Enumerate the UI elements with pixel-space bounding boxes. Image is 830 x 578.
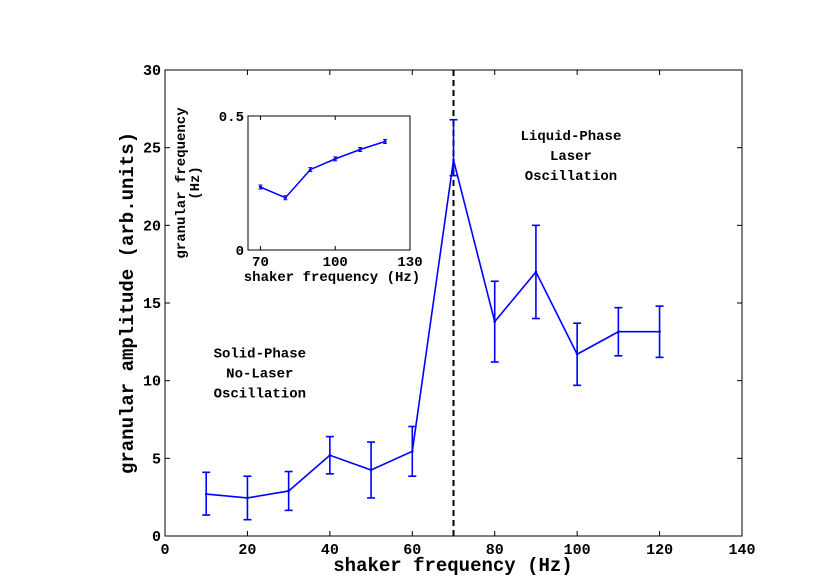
error-bar <box>284 470 293 512</box>
x-tick-label: 100 <box>564 542 591 559</box>
data-point <box>452 158 455 162</box>
inset-y-axis-label-line: (Hz) <box>188 166 204 200</box>
inset-y-axis-label-line: granular frequency <box>174 107 190 259</box>
error-bar <box>449 118 458 177</box>
inset-x-axis-label: shaker frequency (Hz) <box>244 270 420 286</box>
x-tick-label: 80 <box>486 542 504 559</box>
annotation-text: Solid-Phase No-Laser Oscillation <box>214 346 306 402</box>
data-point <box>328 453 332 457</box>
main-annotations: Solid-Phase No-Laser OscillationLiquid-Pha… <box>214 129 622 402</box>
inset-data-point <box>308 168 312 172</box>
error-bar <box>614 306 623 357</box>
inset-x-tick-label: 70 <box>252 255 269 271</box>
inset-point-marker <box>283 195 288 201</box>
inset-point-marker <box>333 156 338 162</box>
inset-y-axis-label: granular frequency(Hz) <box>174 107 204 259</box>
annotation-line: Oscillation <box>214 386 306 402</box>
error-bar <box>367 441 376 499</box>
main-y-axis-label: granular amplitude (arb.units) <box>117 132 139 474</box>
error-bar <box>655 305 664 359</box>
y-tick-label: 25 <box>143 141 161 158</box>
data-point <box>204 492 208 496</box>
inset-point-marker <box>308 167 313 173</box>
error-bar <box>243 475 252 521</box>
inset-data-point <box>283 196 287 200</box>
x-tick-label: 140 <box>728 542 755 559</box>
data-point <box>287 489 290 493</box>
error-bar <box>531 224 540 320</box>
error-bar <box>325 435 334 475</box>
error-bar <box>202 471 211 516</box>
inset-y-tick-label: 0 <box>236 244 244 260</box>
inset-point-marker <box>358 147 363 152</box>
annotation-line: Solid-Phase <box>214 346 306 362</box>
main-y-tick-labels: 0 5 10 15 20 25 30 <box>143 63 161 546</box>
y-tick-label: 10 <box>143 374 161 391</box>
inset-point-marker <box>383 138 388 144</box>
annotation-text: Liquid-Phase Laser Oscillation <box>521 129 622 185</box>
data-point <box>534 270 538 274</box>
y-tick-label: 15 <box>143 296 161 313</box>
y-tick-label: 20 <box>143 218 161 235</box>
inset-point-marker <box>258 184 263 190</box>
inset-x-tick-label: 100 <box>323 255 348 271</box>
y-tick-label: 30 <box>143 63 161 80</box>
inset-data-point <box>333 157 337 161</box>
x-tick-label: 0 <box>160 542 169 559</box>
inset-series-line <box>260 140 386 199</box>
error-bar <box>490 280 499 363</box>
data-point <box>493 320 497 323</box>
data-point <box>658 330 661 334</box>
y-tick-label: 0 <box>152 529 161 546</box>
data-point <box>369 468 373 472</box>
data-point <box>410 450 414 453</box>
inset-data-point <box>258 185 262 189</box>
inset-axes-frame <box>247 115 411 251</box>
annotation-line: Laser <box>550 149 592 165</box>
y-tick-label: 5 <box>152 451 161 468</box>
annotation-line: No-Laser <box>226 366 293 382</box>
annotation-line: Oscillation <box>525 169 617 185</box>
x-tick-label: 40 <box>321 542 339 559</box>
inset-x-tick-label: 130 <box>397 255 422 271</box>
main-chart: 0 20 40 60 80 100 120 140 0 5 10 15 20 25 30 shaker f… <box>117 63 756 577</box>
main-axes-frame <box>164 69 743 537</box>
series-line <box>206 159 660 499</box>
data-point <box>575 352 579 356</box>
data-point <box>617 330 620 334</box>
inset-data-point <box>358 148 362 151</box>
main-series-group <box>202 118 664 521</box>
annotation-line: Liquid-Phase <box>521 129 622 145</box>
inset-chart: 70 100 130 00.5 shaker frequency (Hz) gran… <box>174 107 423 286</box>
inset-data-point <box>383 139 387 143</box>
x-tick-label: 60 <box>403 542 421 559</box>
x-tick-label: 120 <box>646 542 673 559</box>
inset-y-tick-labels: 00.5 <box>219 110 244 260</box>
inset-y-axis-label-text: granular frequency(Hz) <box>174 107 204 259</box>
inset-series-group <box>258 138 388 201</box>
main-x-axis-label: shaker frequency (Hz) <box>333 555 572 577</box>
data-point <box>246 496 249 500</box>
main-x-tick-labels: 0 20 40 60 80 100 120 140 <box>160 542 755 559</box>
error-bar <box>573 322 582 387</box>
inset-y-tick-label: 0.5 <box>219 110 244 126</box>
x-tick-label: 20 <box>238 542 256 559</box>
error-bar <box>408 425 417 477</box>
inset-x-tick-labels: 70 100 130 <box>252 255 423 271</box>
